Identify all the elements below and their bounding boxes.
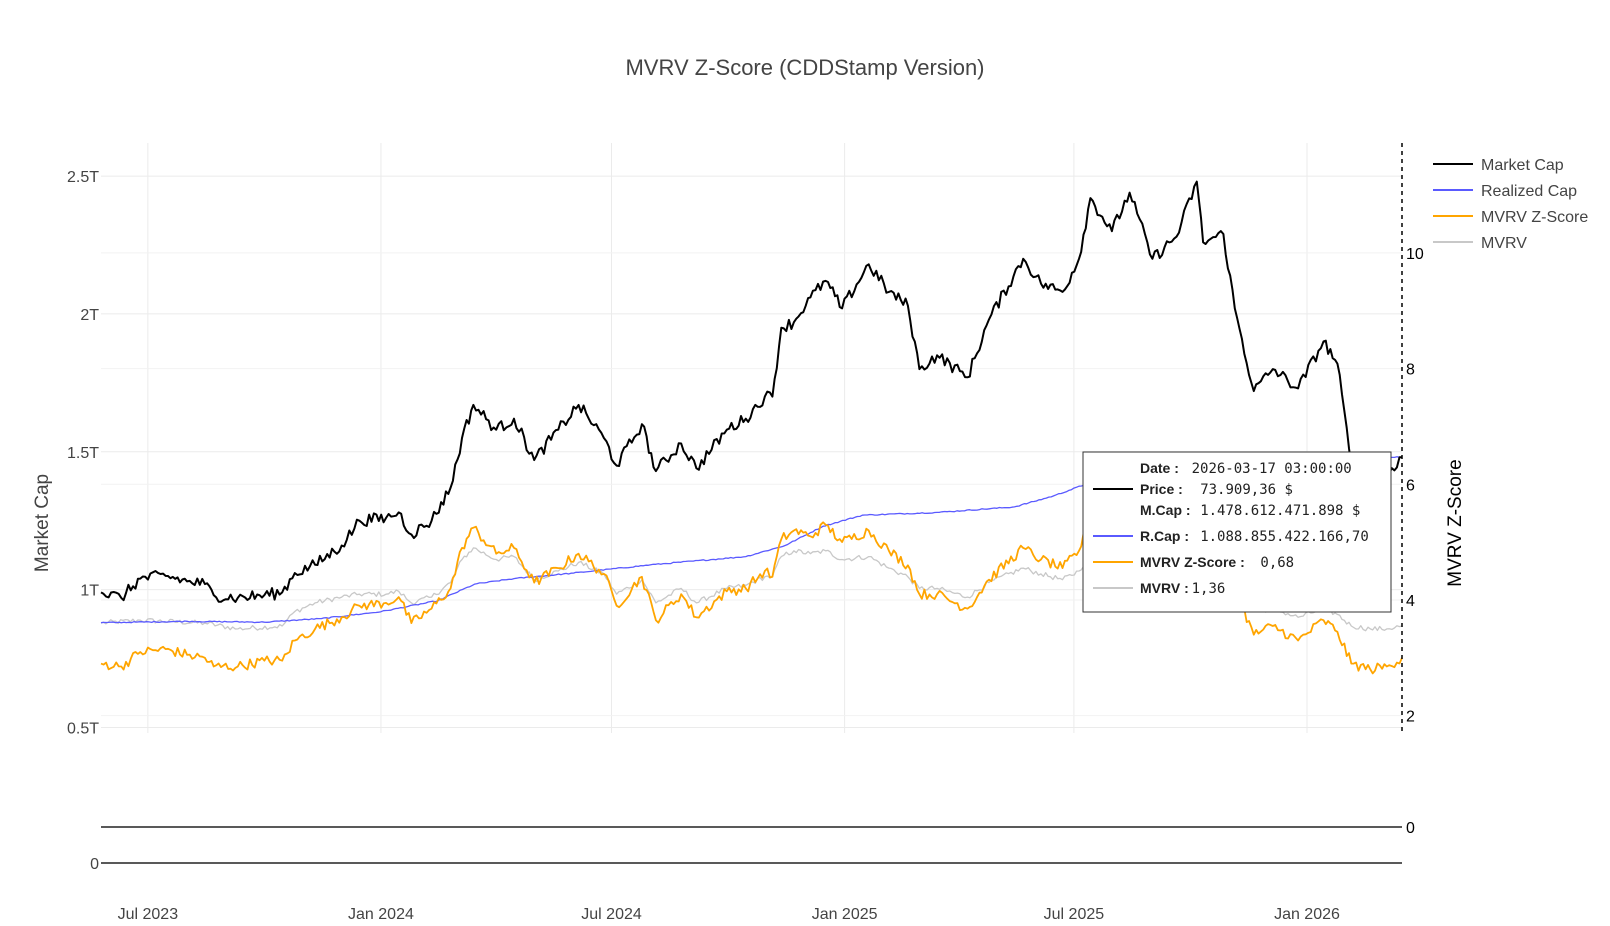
hover-tooltip-box xyxy=(1082,451,1392,613)
hover-row-label: Price : xyxy=(1140,481,1183,497)
y-tick-label: 1.5T xyxy=(67,445,99,462)
grid-lines xyxy=(101,143,1402,733)
y-tick-label: 0.5T xyxy=(67,720,99,737)
hover-row-value: 1.478.612.471.898 $ xyxy=(1200,503,1360,519)
bottom-right-tick: 0 xyxy=(1406,820,1415,837)
bottom-left-tick: 0 xyxy=(90,856,99,873)
y2-tick-label: 2 xyxy=(1406,709,1415,726)
hover-row-value: 1,36 xyxy=(1192,581,1226,597)
y2-tick-label: 4 xyxy=(1406,593,1415,610)
hover-tooltip: Date : 2026-03-17 03:00:00 Price : 73.909,3… xyxy=(1082,451,1392,613)
x-tick-label: Jul 2024 xyxy=(581,906,642,923)
legend[interactable]: Market Cap Realized Cap MVRV Z-Score MVRV xyxy=(1433,157,1588,252)
legend-label[interactable]: Realized Cap xyxy=(1481,183,1577,200)
y2-tick-label: 6 xyxy=(1406,477,1415,494)
x-tick-label: Jan 2025 xyxy=(812,906,878,923)
y2-axis-title: MVRV Z-Score xyxy=(1445,459,1466,586)
hover-row-value: 1.088.855.422.166,70 xyxy=(1200,529,1369,545)
hover-row-label: M.Cap : xyxy=(1140,502,1191,518)
y-tick-label: 2.5T xyxy=(67,169,99,186)
hover-row-label: MVRV : xyxy=(1140,580,1189,596)
x-tick-label: Jan 2026 xyxy=(1274,906,1340,923)
hover-row-label: Date : xyxy=(1140,460,1179,476)
y-tick-label: 1T xyxy=(80,583,99,600)
legend-label[interactable]: MVRV Z-Score xyxy=(1481,209,1588,226)
y2-tick-label: 8 xyxy=(1406,362,1415,379)
y2-tick-label: 10 xyxy=(1406,246,1424,263)
y-axis-title: Market Cap xyxy=(32,474,53,572)
series-line-market-cap xyxy=(100,180,1403,603)
hover-row-value: 73.909,36 $ xyxy=(1200,482,1293,498)
hover-row-value: 0,68 xyxy=(1260,555,1294,571)
x-tick-label: Jul 2023 xyxy=(118,906,179,923)
chart-title: MVRV Z-Score (CDDStamp Version) xyxy=(625,55,984,80)
y-tick-label: 2T xyxy=(80,307,99,324)
legend-label[interactable]: MVRV xyxy=(1481,235,1527,252)
x-tick-label: Jul 2025 xyxy=(1044,906,1105,923)
hover-row-value: 2026-03-17 03:00:00 xyxy=(1192,461,1352,477)
axes: Jul 2023 Jan 2024 Jul 2024 Jan 2025 Jul 2025… xyxy=(67,143,1424,923)
hover-row-label: R.Cap : xyxy=(1140,528,1189,544)
legend-label[interactable]: Market Cap xyxy=(1481,157,1564,174)
hover-row-label: MVRV Z-Score : xyxy=(1140,554,1245,570)
x-tick-label: Jan 2024 xyxy=(348,906,414,923)
